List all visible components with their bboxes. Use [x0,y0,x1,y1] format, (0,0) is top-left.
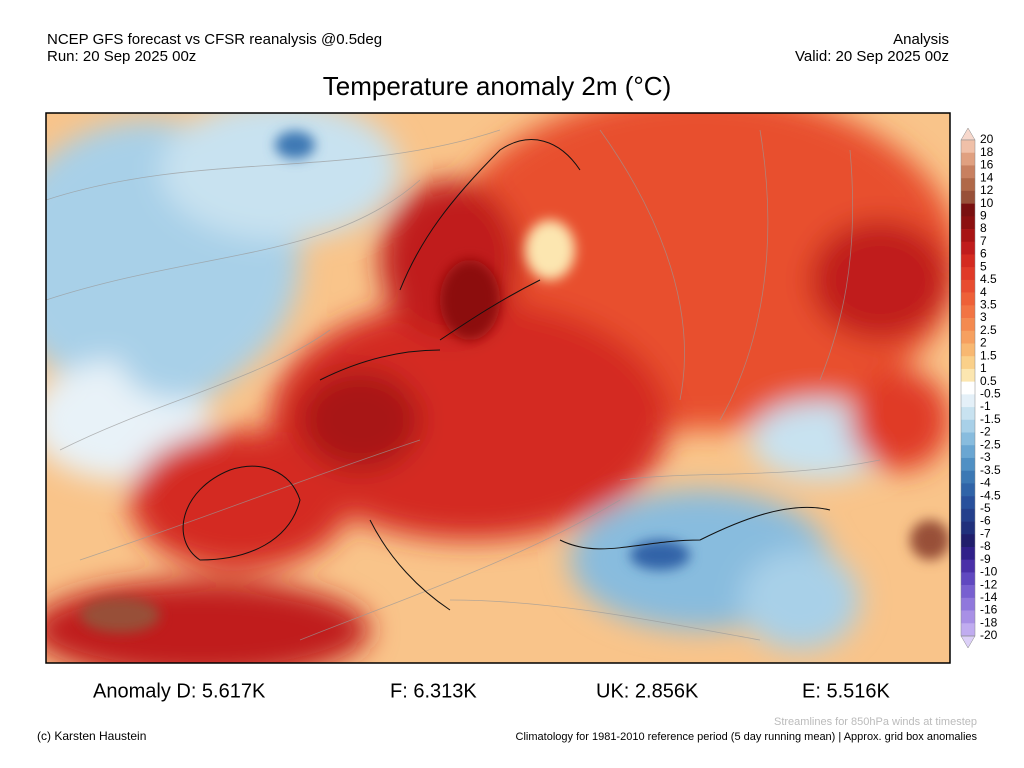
colorbar-bin [961,241,975,255]
anomaly-uk: UK: 2.856K [596,680,699,702]
colorbar-bin [961,330,975,344]
map-frame [45,112,951,664]
colorbar-label: 10 [980,196,994,210]
colorbar-label: 1.5 [980,348,997,362]
colorbar-bin [961,521,975,535]
colorbar-bin [961,470,975,484]
map-title: Temperature anomaly 2m (°C) [323,71,672,101]
colorbar-label: -3 [980,450,991,464]
colorbar-label: 6 [980,247,987,261]
colorbar-label: 3.5 [980,298,997,312]
colorbar-label: -18 [980,615,998,629]
colorbar-bin [961,623,975,637]
colorbar-label: 7 [980,234,987,248]
colorbar-label: 20 [980,132,994,146]
colorbar-bin [961,445,975,459]
colorbar-label: 16 [980,158,994,172]
colorbar-bin [961,394,975,408]
colorbar-label: -20 [980,628,998,642]
colorbar-label: 5 [980,259,987,273]
colorbar-label: 8 [980,221,987,235]
colorbar-label: -14 [980,590,998,604]
colorbar-label: 1 [980,361,987,375]
colorbar-bin [961,508,975,522]
colorbar-label: 4 [980,285,987,299]
colorbar-label: -4 [980,476,991,490]
colorbar-bin [961,318,975,332]
colorbar-bin [961,229,975,243]
colorbar-label: -5 [980,501,991,515]
colorbar-label: -2.5 [980,437,1001,451]
colorbar-bin [961,407,975,421]
colorbar-bin [961,457,975,471]
colorbar-bin [961,610,975,624]
anomaly-spain: E: 5.516K [802,680,891,702]
colorbar: 201816141210987654.543.532.521.510.5-0.5… [960,127,1001,649]
colorbar-tip [960,635,976,649]
colorbar-bin [961,432,975,446]
colorbar-bin [961,267,975,281]
anomaly-germany: Anomaly D: 5.617K [93,680,266,702]
colorbar-label: -16 [980,603,998,617]
colorbar-label: -0.5 [980,387,1001,401]
map [46,113,950,663]
credit: (c) Karsten Haustein [37,729,146,743]
colorbar-bin [961,178,975,192]
colorbar-label: -3.5 [980,463,1001,477]
colorbar-bin [961,356,975,370]
climatology-note: Climatology for 1981-2010 reference peri… [516,731,978,743]
colorbar-label: -9 [980,552,991,566]
colorbar-bin [961,496,975,510]
colorbar-bin [961,254,975,268]
colorbar-label: -1.5 [980,412,1001,426]
colorbar-bin [961,534,975,548]
colorbar-bin [961,368,975,382]
colorbar-bin [961,381,975,395]
colorbar-label: -4.5 [980,488,1001,502]
valid-info: Valid: 20 Sep 2025 00z [795,48,949,65]
colorbar-bin [961,585,975,599]
colorbar-bin [961,216,975,230]
anomaly-france: F: 6.313K [390,680,477,702]
colorbar-label: -7 [980,526,991,540]
colorbar-label: 2.5 [980,323,997,337]
colorbar-label: -2 [980,425,991,439]
colorbar-bin [961,305,975,319]
colorbar-bin [961,483,975,497]
colorbar-label: 3 [980,310,987,324]
colorbar-bin [961,140,975,154]
colorbar-bin [961,292,975,306]
colorbar-label: -8 [980,539,991,553]
colorbar-label: -6 [980,514,991,528]
model-info: NCEP GFS forecast vs CFSR reanalysis @0.… [47,31,382,48]
colorbar-bin [961,597,975,611]
colorbar-bin [961,203,975,217]
colorbar-label: -10 [980,565,998,579]
colorbar-bin [961,279,975,293]
colorbar-bin [961,546,975,560]
colorbar-label: 0.5 [980,374,997,388]
colorbar-bin [961,559,975,573]
analysis-label: Analysis [893,31,949,48]
colorbar-bin [961,165,975,179]
colorbar-bin [961,572,975,586]
colorbar-label: 2 [980,336,987,350]
run-info: Run: 20 Sep 2025 00z [47,48,196,65]
colorbar-bin [961,419,975,433]
colorbar-tip [960,127,976,141]
colorbar-bin [961,152,975,166]
colorbar-label: 4.5 [980,272,997,286]
colorbar-label: 9 [980,208,987,222]
colorbar-label: 12 [980,183,994,197]
colorbar-frame [960,139,976,637]
colorbar-bin [961,190,975,204]
colorbar-label: -1 [980,399,991,413]
colorbar-label: -12 [980,577,998,591]
streamline-note: Streamlines for 850hPa winds at timestep [774,716,977,728]
colorbar-label: 18 [980,145,994,159]
colorbar-bin [961,343,975,357]
colorbar-label: 14 [980,170,994,184]
